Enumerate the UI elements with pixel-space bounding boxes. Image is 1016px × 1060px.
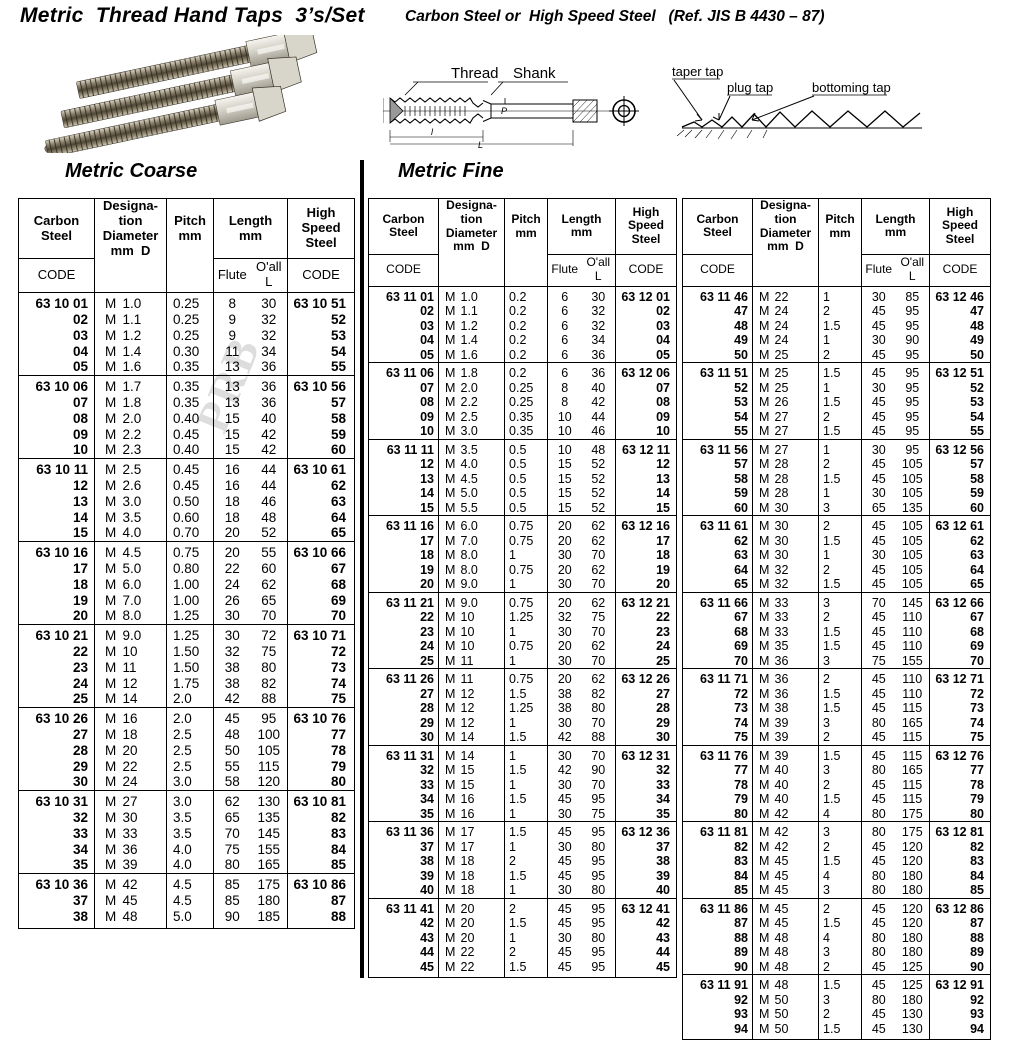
svg-text:plug tap: plug tap <box>727 80 773 95</box>
svg-text:l: l <box>431 127 434 137</box>
svg-text:Shank: Shank <box>513 65 556 82</box>
svg-text:bottoming tap: bottoming tap <box>812 80 891 95</box>
svg-text:taper tap: taper tap <box>672 64 723 79</box>
svg-text:Thread: Thread <box>451 65 499 82</box>
svg-text:P: P <box>501 106 507 116</box>
svg-text:L: L <box>478 140 483 148</box>
